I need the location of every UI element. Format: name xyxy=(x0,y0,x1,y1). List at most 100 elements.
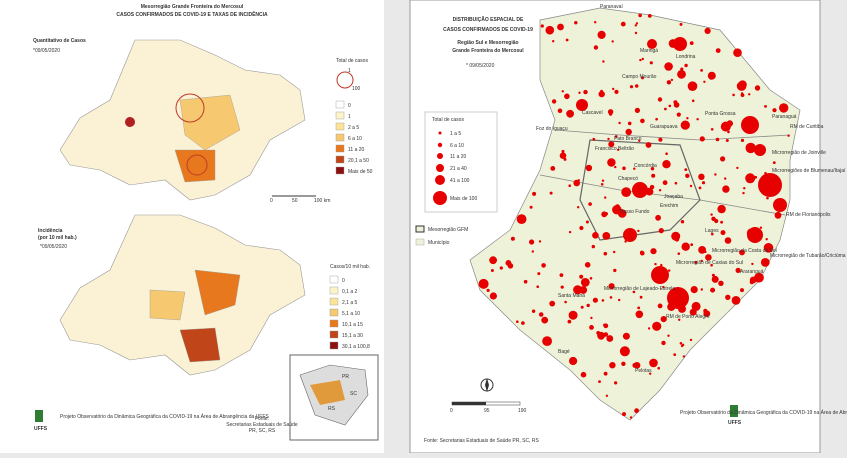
case-circle xyxy=(662,286,665,289)
footer: Projeto Observatório da Dinâmica Geográf… xyxy=(680,409,847,416)
city-label: Pelotas xyxy=(635,368,652,374)
case-circle xyxy=(608,283,615,290)
case-circle xyxy=(567,319,572,324)
case-circle xyxy=(561,90,564,93)
case-circle xyxy=(629,416,633,419)
heading: Incidência xyxy=(38,228,63,234)
legend-label: 10,1 a 15 xyxy=(342,322,363,328)
case-circle xyxy=(685,173,690,178)
case-circle xyxy=(731,296,741,305)
case-circle xyxy=(674,237,680,242)
heading: Quantitativo de Casos xyxy=(33,38,86,44)
case-circle xyxy=(725,139,729,142)
case-circle xyxy=(597,30,606,39)
case-circle xyxy=(720,156,726,162)
legend-label: 0,1 a 2 xyxy=(342,289,358,295)
case-circle xyxy=(649,372,652,375)
case-circle xyxy=(774,211,782,219)
case-circle xyxy=(670,78,674,82)
case-circle xyxy=(613,268,617,273)
case-circle xyxy=(569,356,578,366)
legend-swatch xyxy=(329,330,339,339)
case-circle xyxy=(632,290,636,294)
city-label: Microrregiões de Blumenau/Itajaí xyxy=(772,168,846,174)
legend-label: 1 a 5 xyxy=(450,131,461,137)
case-circle xyxy=(710,287,716,293)
case-circle xyxy=(542,336,552,346)
case-circle xyxy=(601,299,605,302)
case-circle xyxy=(564,300,567,304)
case-circle xyxy=(715,137,720,142)
case-circle xyxy=(718,280,724,286)
title: CASOS CONFIRMADOS DE COVID-19 E TAXAS DE… xyxy=(116,10,268,18)
case-circle xyxy=(717,204,726,214)
case-circle xyxy=(748,93,751,96)
case-circle xyxy=(634,107,641,113)
case-circle xyxy=(598,380,601,383)
case-circle xyxy=(608,112,613,116)
case-circle xyxy=(614,135,618,138)
case-circle xyxy=(735,267,741,273)
case-circle xyxy=(657,97,663,102)
case-circle xyxy=(677,69,686,79)
case-circle xyxy=(568,230,572,234)
legend-label: Mesorregião GFM xyxy=(428,227,468,233)
legend-label: 21 a 40 xyxy=(450,166,467,172)
case-circle xyxy=(574,21,578,25)
legend-label: 1 xyxy=(348,114,351,120)
case-circle xyxy=(667,287,689,309)
case-circle xyxy=(773,198,787,212)
compass xyxy=(480,378,494,392)
case-circle xyxy=(566,109,574,118)
case-circle xyxy=(679,342,683,345)
legend-label: 0 xyxy=(348,103,351,109)
case-circle xyxy=(627,121,632,126)
case-circle xyxy=(647,14,652,18)
title: DISTRIBUIÇÃO ESPACIAL DE xyxy=(453,16,524,23)
case-circle xyxy=(564,93,570,100)
case-circle xyxy=(689,184,693,188)
case-circle xyxy=(742,191,745,195)
case-circle xyxy=(589,325,594,330)
region-map xyxy=(469,7,801,421)
legend-swatch xyxy=(329,297,339,306)
case-circle xyxy=(650,167,655,171)
case-circle xyxy=(714,173,717,176)
case-circle xyxy=(510,236,515,241)
case-circle xyxy=(592,232,599,239)
city-label: Ponta Grossa xyxy=(705,111,736,117)
city-label: Microrregião de Lajeado-Estrela xyxy=(604,286,675,292)
case-circle xyxy=(617,148,620,151)
case-circle xyxy=(622,166,626,171)
legend-label: 11 a 20 xyxy=(450,154,467,160)
case-circle xyxy=(655,117,658,121)
case-circle xyxy=(603,251,608,256)
case-circle xyxy=(583,89,588,95)
case-circle xyxy=(698,186,702,190)
case-circle xyxy=(521,321,525,325)
case-circle xyxy=(603,323,606,327)
case-circle xyxy=(641,57,644,61)
case-circle xyxy=(694,260,698,264)
case-circle xyxy=(662,160,671,169)
case-circle xyxy=(673,100,678,105)
legend-label: 15,1 a 30 xyxy=(342,333,363,339)
case-circle xyxy=(660,263,663,267)
case-circle xyxy=(613,250,616,254)
case-circle xyxy=(589,277,593,280)
case-circle xyxy=(754,144,766,156)
case-circle xyxy=(736,81,747,91)
case-circle xyxy=(614,89,619,94)
city-label: Santa Maria xyxy=(558,293,585,299)
case-circle xyxy=(592,297,599,303)
case-circle xyxy=(765,238,768,241)
case-circle xyxy=(703,310,711,317)
case-circle xyxy=(652,321,662,331)
source: Fonte: xyxy=(255,416,269,422)
legend-label: 2,1 a 5 xyxy=(342,300,358,306)
case-circle xyxy=(754,85,761,91)
case-circle xyxy=(684,168,688,172)
case-circle xyxy=(673,353,677,356)
legend-swatch xyxy=(329,341,339,350)
title: Mesorregião Grande Fronteira do Mercosul xyxy=(141,4,244,10)
